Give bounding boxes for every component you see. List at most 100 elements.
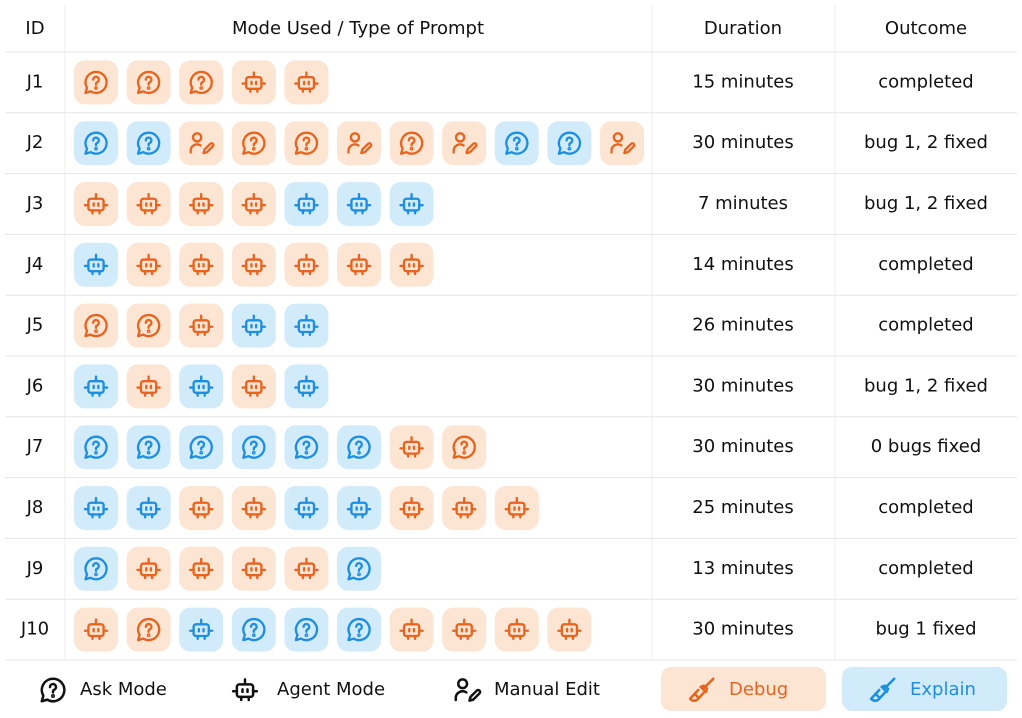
tile-background bbox=[74, 182, 118, 226]
row-id: J6 bbox=[26, 375, 44, 396]
prompt-tile bbox=[179, 182, 224, 226]
column-header: Outcome bbox=[885, 18, 967, 39]
prompt-tile bbox=[284, 242, 329, 287]
tile-background bbox=[231, 303, 276, 348]
tile-background bbox=[179, 364, 224, 409]
prompt-tile bbox=[179, 303, 224, 348]
prompt-tile bbox=[231, 182, 276, 226]
table-grid bbox=[5, 5, 1017, 661]
tile-background bbox=[494, 607, 539, 652]
prompt-tile bbox=[337, 182, 381, 226]
duration: 30 minutes bbox=[692, 436, 794, 457]
duration: 13 minutes bbox=[692, 558, 794, 579]
prompt-tile bbox=[179, 121, 224, 166]
prompt-tile bbox=[337, 242, 381, 287]
prompt-tile bbox=[389, 425, 434, 470]
prompt-tile bbox=[231, 607, 276, 652]
outcome: completed bbox=[878, 558, 974, 579]
prompt-tile bbox=[126, 303, 171, 348]
legend-label: Ask Mode bbox=[80, 679, 167, 700]
prompt-tile bbox=[231, 364, 276, 409]
prompt-tile bbox=[74, 182, 118, 226]
prompt-tile bbox=[74, 364, 118, 409]
prompt-tile bbox=[284, 60, 329, 105]
prompt-tile bbox=[389, 121, 434, 166]
tile-background bbox=[74, 242, 118, 287]
prompt-tile bbox=[126, 607, 171, 652]
prompt-tile bbox=[284, 182, 329, 226]
prompt-tile bbox=[284, 546, 329, 591]
tile-background bbox=[389, 486, 434, 530]
prompt-tile bbox=[179, 486, 224, 530]
prompt-tile bbox=[126, 121, 171, 166]
prompt-tile bbox=[337, 486, 381, 530]
prompt-tile bbox=[126, 486, 171, 530]
legend-icon bbox=[231, 678, 259, 702]
prompt-tile bbox=[126, 60, 171, 105]
prompt-tile bbox=[126, 546, 171, 591]
outcome: completed bbox=[878, 315, 974, 336]
prompt-tile bbox=[494, 486, 539, 530]
row-id: J4 bbox=[26, 254, 44, 275]
duration: 25 minutes bbox=[692, 497, 794, 518]
prompt-tile bbox=[231, 121, 276, 166]
prompt-tile bbox=[179, 60, 224, 105]
prompt-tile bbox=[284, 303, 329, 348]
tile-background bbox=[231, 364, 276, 409]
outcome: completed bbox=[878, 497, 974, 518]
tile-background bbox=[284, 60, 329, 105]
prompt-tile bbox=[284, 425, 329, 470]
tile-background bbox=[442, 486, 487, 530]
prompt-tile bbox=[547, 121, 592, 166]
prompt-tile bbox=[179, 546, 224, 591]
tile-background bbox=[337, 182, 381, 226]
prompt-tile bbox=[547, 607, 592, 652]
column-header: Mode Used / Type of Prompt bbox=[232, 18, 484, 39]
outcome: bug 1, 2 fixed bbox=[864, 375, 988, 396]
legend-label: Manual Edit bbox=[494, 679, 600, 700]
duration: 30 minutes bbox=[692, 619, 794, 640]
tile-background bbox=[600, 121, 644, 166]
tile-background bbox=[337, 121, 381, 166]
tile-background bbox=[442, 607, 487, 652]
tile-background bbox=[74, 607, 118, 652]
tile-background bbox=[126, 546, 171, 591]
outcome: completed bbox=[878, 254, 974, 275]
legend-swatch bbox=[842, 667, 1007, 711]
column-header: ID bbox=[25, 18, 44, 39]
prompt-tile bbox=[389, 182, 434, 226]
prompt-tile bbox=[126, 425, 171, 470]
duration: 15 minutes bbox=[692, 71, 794, 92]
tile-background bbox=[284, 486, 329, 530]
prompt-tile bbox=[126, 364, 171, 409]
prompt-tile bbox=[442, 607, 487, 652]
legend-icon bbox=[40, 677, 66, 703]
tile-background bbox=[179, 242, 224, 287]
tile-background bbox=[179, 121, 224, 166]
tile-background bbox=[389, 607, 434, 652]
prompt-tile bbox=[442, 425, 487, 470]
tile-background bbox=[179, 486, 224, 530]
legend-type-label: Explain bbox=[910, 679, 976, 700]
tile-background bbox=[389, 182, 434, 226]
prompt-tile bbox=[337, 607, 381, 652]
prompt-tile bbox=[179, 364, 224, 409]
row-id: J5 bbox=[26, 315, 44, 336]
outcome: bug 1 fixed bbox=[875, 619, 976, 640]
row-id: J8 bbox=[26, 497, 44, 518]
prompt-tile bbox=[337, 121, 381, 166]
tile-background bbox=[494, 486, 539, 530]
tile-background bbox=[284, 546, 329, 591]
legend: Ask Mode Agent Mode Manual Edit Debug Explai… bbox=[40, 667, 1007, 711]
prompt-tile bbox=[231, 546, 276, 591]
prompt-tile bbox=[600, 121, 644, 166]
prompt-tile bbox=[389, 607, 434, 652]
legend-swatch bbox=[661, 667, 826, 711]
prompt-tile bbox=[74, 242, 118, 287]
tile-background bbox=[231, 60, 276, 105]
prompt-tile bbox=[179, 607, 224, 652]
prompt-tile bbox=[231, 486, 276, 530]
duration: 26 minutes bbox=[692, 315, 794, 336]
prompt-tile bbox=[74, 607, 118, 652]
